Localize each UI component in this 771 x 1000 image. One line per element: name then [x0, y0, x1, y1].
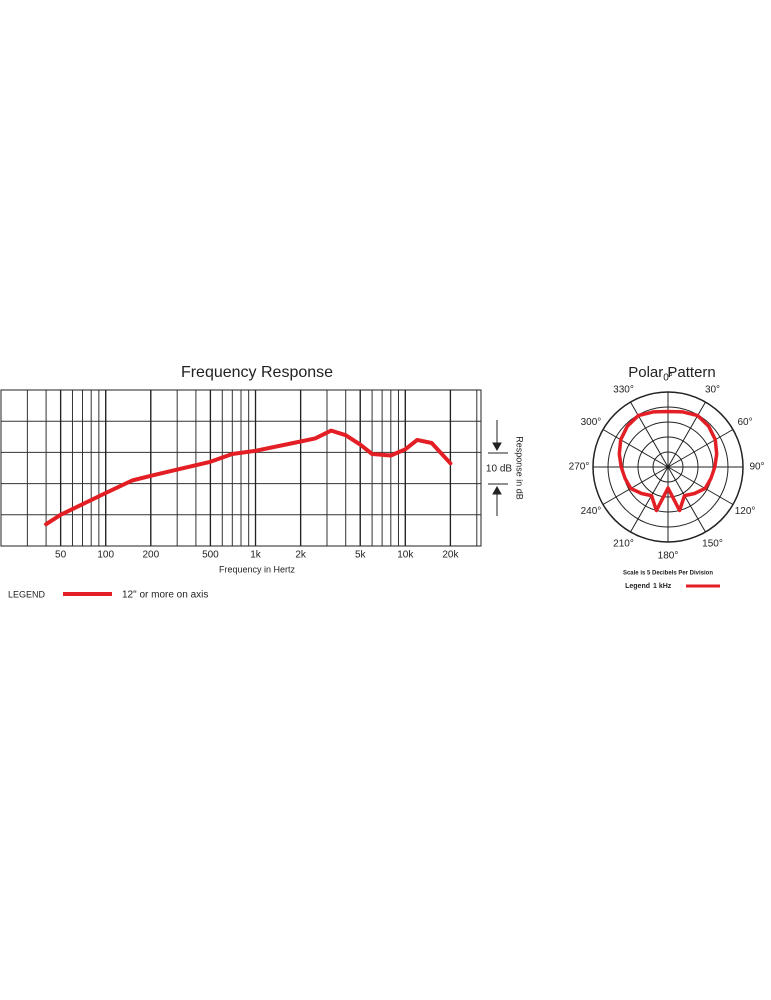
grid-spoke [667, 466, 706, 533]
x-tick-label: 5k [355, 550, 367, 561]
grid-spoke [602, 429, 669, 468]
angle-label: 120° [735, 506, 756, 517]
angle-label: 180° [658, 551, 679, 562]
x-tick-label: 200 [142, 550, 159, 561]
grid-spoke [667, 466, 734, 505]
angle-label: 300° [581, 417, 602, 428]
chart-title: Frequency Response [181, 364, 333, 381]
angle-label: 150° [702, 539, 723, 550]
angle-label: 30° [705, 385, 720, 396]
x-tick-label: 10k [397, 550, 414, 561]
angle-label: 270° [569, 462, 590, 473]
x-tick-label: 100 [97, 550, 114, 561]
grid-spoke [630, 466, 669, 533]
legend-title: Legend [625, 583, 650, 590]
x-tick-label: 500 [202, 550, 219, 561]
x-axis-label: Frequency in Hertz [219, 564, 296, 574]
annotation: 10 dB [486, 464, 512, 475]
x-tick-label: 1k [250, 550, 262, 561]
legend-label: 12" or more on axis [122, 590, 208, 601]
angle-label: 0° [663, 373, 673, 384]
response-curve [44, 428, 453, 527]
x-tick-label: 20k [442, 550, 459, 561]
polar-curve [617, 409, 719, 513]
x-tick-label: 2k [295, 550, 307, 561]
angle-label: 330° [613, 385, 634, 396]
scale-indicator [488, 420, 508, 516]
angle-label: 210° [613, 539, 634, 550]
grid-spoke [667, 429, 734, 468]
angle-label: 60° [738, 417, 753, 428]
grid-spoke [602, 466, 669, 505]
y-axis-label: Response in dB [515, 436, 525, 500]
angle-label: 240° [581, 506, 602, 517]
legend-label: 1 kHz [653, 583, 672, 590]
grid-spoke [630, 401, 669, 468]
note: Scale is 5 Decibels Per Division [623, 571, 713, 577]
plot-frame [0, 389, 482, 547]
x-tick-label: 50 [55, 550, 67, 561]
chart-title: Polar Pattern [628, 364, 716, 381]
grid-spoke [667, 401, 706, 468]
angle-label: 90° [749, 462, 764, 473]
legend-title: LEGEND [8, 589, 46, 599]
